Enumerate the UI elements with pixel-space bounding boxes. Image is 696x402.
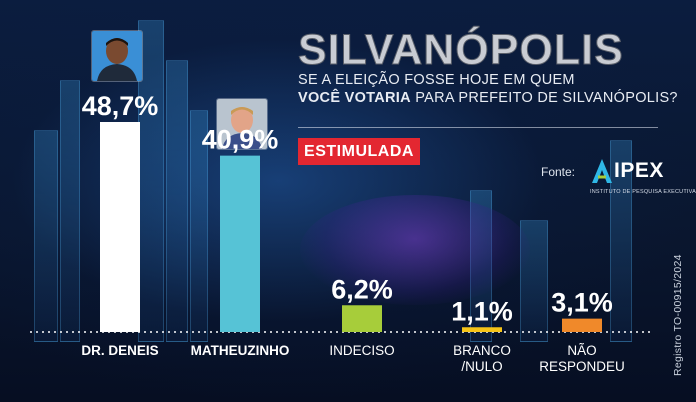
question-bold-text: VOCÊ VOTARIA	[298, 90, 411, 106]
category-label-0: DR. DENEIS	[81, 343, 158, 358]
category-label-2: INDECISO	[329, 343, 394, 358]
logo-subtitle: INSTITUTO DE PESQUISA EXECUTIVA	[590, 189, 696, 195]
header-divider	[298, 127, 658, 128]
question-rest-text: PARA PREFEITO DE SILVANÓPOLIS?	[410, 90, 678, 106]
value-label-2: 6,2%	[331, 274, 393, 304]
estimulada-badge: ESTIMULADA	[298, 138, 420, 165]
question-line-2: VOCÊ VOTARIA PARA PREFEITO DE SILVANÓPOL…	[298, 90, 678, 106]
value-label-4: 3,1%	[551, 288, 613, 318]
value-label-0: 48,7%	[82, 91, 159, 121]
question-line-1: SE A ELEIÇÃO FOSSE HOJE EM QUEM	[298, 72, 575, 88]
category-label-1: MATHEUZINHO	[191, 343, 290, 358]
bar-2	[342, 305, 382, 332]
bg-column	[190, 110, 208, 342]
candidate-photo-matheuzinho	[216, 98, 268, 150]
category-label-4: NÃO RESPONDEU	[539, 343, 625, 374]
bar-1	[220, 155, 260, 332]
value-label-1: 40,9%	[202, 125, 279, 155]
candidate-photo-dr-deneis	[91, 30, 143, 82]
avatar-icon	[217, 99, 267, 149]
bar-3	[462, 327, 502, 332]
bg-column	[138, 20, 164, 342]
bg-column	[60, 80, 80, 342]
bg-column	[34, 130, 58, 342]
avatar-icon	[92, 31, 142, 81]
bg-ring	[300, 195, 530, 305]
bar-4	[562, 318, 602, 332]
category-label-3: BRANCO/NULO	[453, 343, 511, 374]
bg-column	[520, 220, 548, 342]
bar-0	[100, 122, 140, 332]
logo-text: IPEX	[614, 159, 664, 182]
bg-column	[166, 60, 188, 342]
ipex-logo-icon	[592, 159, 612, 183]
value-label-3: 1,1%	[451, 296, 513, 326]
bg-column	[610, 140, 632, 342]
source-label: Fonte:	[541, 165, 576, 179]
page-title: SILVANÓPOLIS	[298, 26, 624, 75]
